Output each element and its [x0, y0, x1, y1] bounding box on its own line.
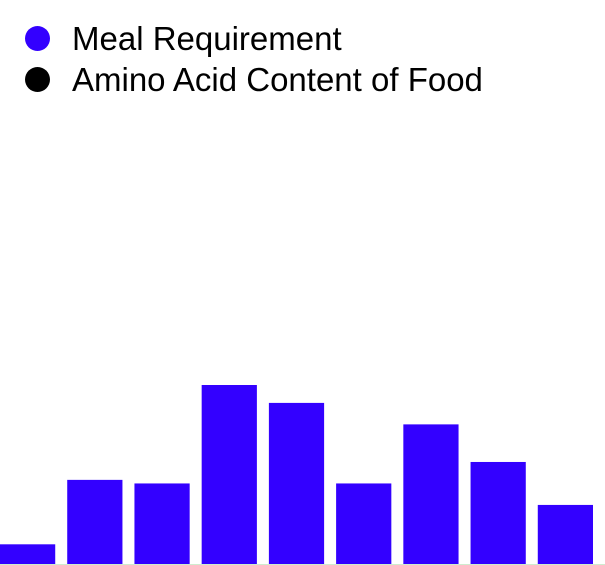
legend-marker-meal-requirement	[25, 26, 50, 51]
bar-group	[0, 385, 593, 564]
bar-meal-requirement-8[interactable]	[470, 461, 526, 564]
legend-marker-amino-acid-content	[25, 67, 50, 92]
chart-legend: Meal Requirement Amino Acid Content of F…	[25, 18, 483, 100]
bar-meal-requirement-7[interactable]	[403, 424, 459, 564]
bar-meal-requirement-2[interactable]	[67, 479, 123, 564]
legend-label-meal-requirement: Meal Requirement	[72, 20, 342, 57]
legend-item-meal-requirement[interactable]: Meal Requirement	[25, 18, 483, 59]
legend-label-amino-acid-content: Amino Acid Content of Food	[72, 61, 483, 98]
bar-meal-requirement-4[interactable]	[201, 385, 257, 564]
bar-meal-requirement-6[interactable]	[336, 483, 392, 564]
legend-item-amino-acid-content[interactable]: Amino Acid Content of Food	[25, 59, 483, 100]
bar-meal-requirement-9[interactable]	[537, 504, 593, 564]
bar-meal-requirement-3[interactable]	[134, 483, 190, 564]
bar-meal-requirement-5[interactable]	[268, 402, 325, 564]
bar-meal-requirement-1[interactable]	[0, 544, 56, 564]
